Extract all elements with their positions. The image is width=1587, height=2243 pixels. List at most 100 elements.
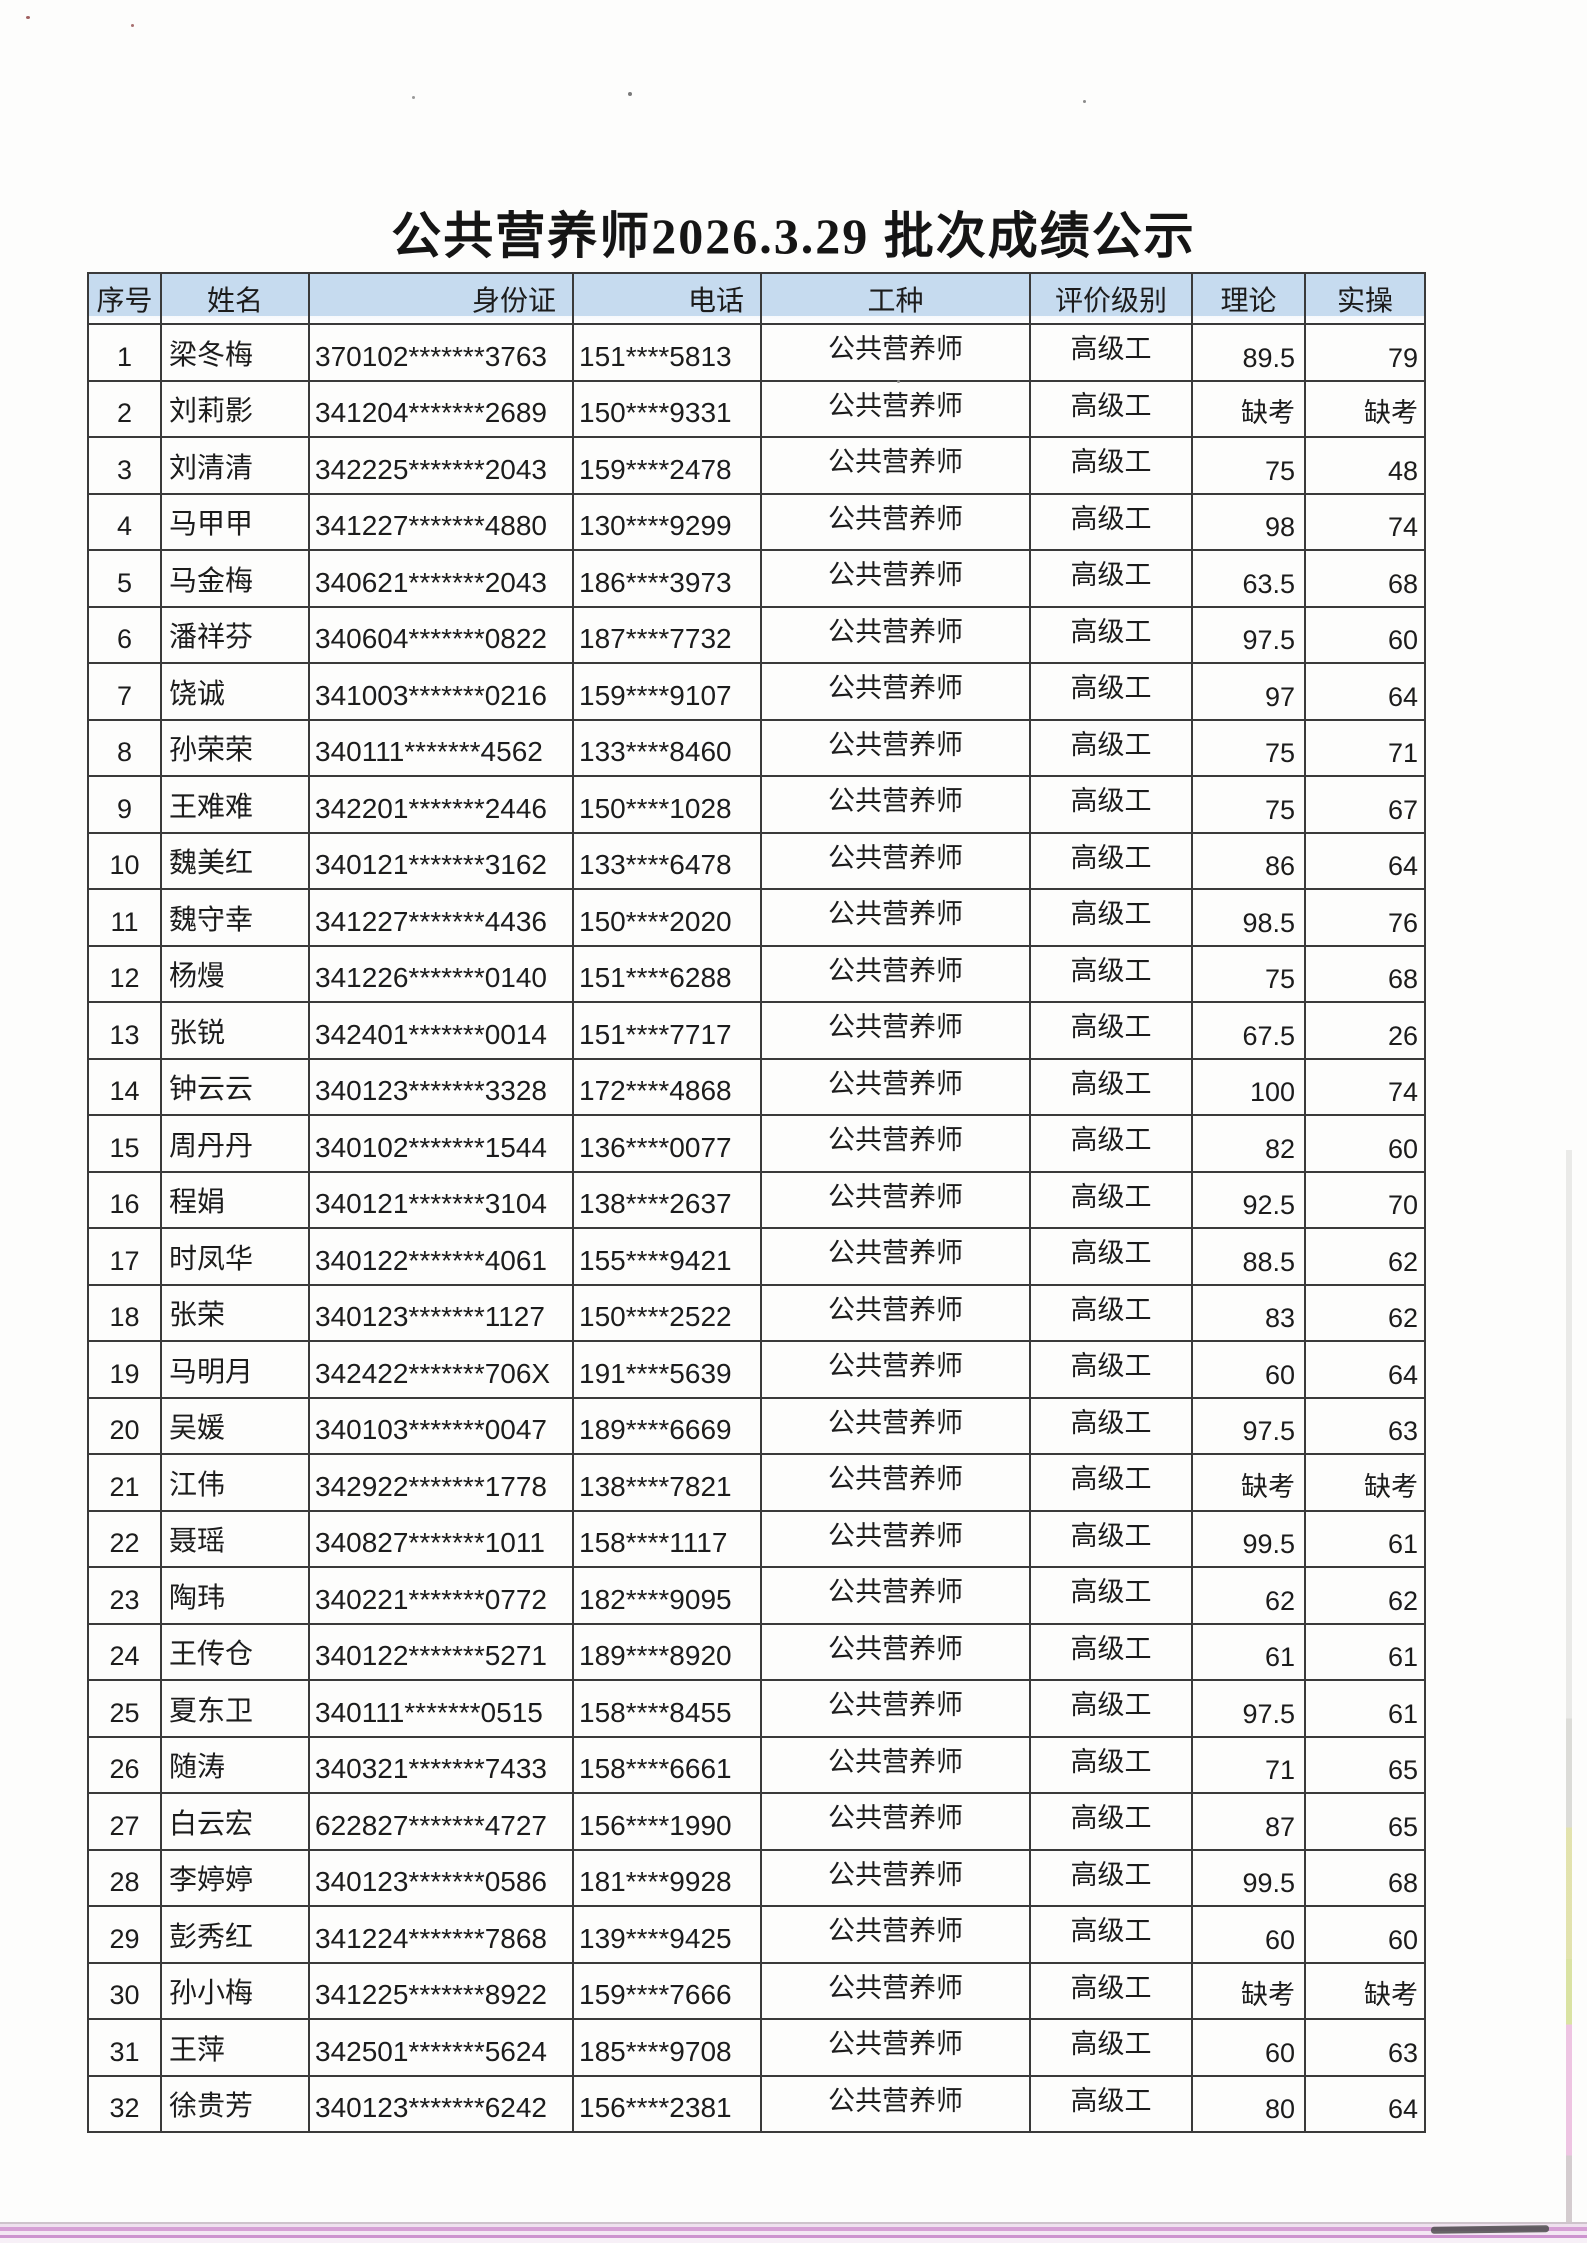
cell-level: 高级工 (1029, 775, 1193, 834)
cell-name: 王传仓 (160, 1622, 310, 1681)
cell-theory-score: 缺考 (1191, 1961, 1306, 2020)
cell-phone: 133****6478 (572, 831, 762, 890)
cell-theory-score: 63.5 (1191, 549, 1306, 608)
cell-index: 3 (87, 436, 162, 495)
cell-job-type: 公共营养师 (760, 1170, 1031, 1229)
cell-name: 江伟 (160, 1453, 310, 1512)
cell-phone: 187****7732 (572, 605, 762, 664)
cell-practice-score: 64 (1304, 1340, 1426, 1399)
cell-index: 22 (87, 1509, 162, 1568)
cell-practice-score: 缺考 (1304, 1453, 1426, 1512)
cell-level: 高级工 (1029, 492, 1193, 551)
cell-theory-score: 83 (1191, 1283, 1306, 1342)
cell-level: 高级工 (1029, 944, 1193, 1003)
table-row: 2 刘莉影 341204*******2689 150****9331 公共营养师 高级工… (87, 379, 1426, 438)
cell-name: 刘清清 (160, 436, 310, 495)
cell-name: 钟云云 (160, 1057, 310, 1116)
cell-id-card: 340122*******4061 (308, 1227, 574, 1286)
cell-level: 高级工 (1029, 1792, 1193, 1851)
cell-name: 随涛 (160, 1735, 310, 1794)
cell-name: 时凤华 (160, 1227, 310, 1286)
cell-id-card: 340221*******0772 (308, 1566, 574, 1625)
cell-job-type: 公共营养师 (760, 1961, 1031, 2020)
cell-theory-score: 100 (1191, 1057, 1306, 1116)
cell-index: 1 (87, 323, 162, 382)
table-row: 14 钟云云 340123*******3328 172****4868 公共营养师 高级… (87, 1057, 1426, 1116)
cell-level: 高级工 (1029, 1961, 1193, 2020)
cell-id-card: 340111*******4562 (308, 718, 574, 777)
cell-theory-score: 缺考 (1191, 379, 1306, 438)
cell-theory-score: 86 (1191, 831, 1306, 890)
cell-id-card: 342422*******706X (308, 1340, 574, 1399)
cell-id-card: 342201*******2446 (308, 775, 574, 834)
cell-practice-score: 26 (1304, 1001, 1426, 1060)
cell-practice-score: 70 (1304, 1170, 1426, 1229)
table-row: 21 江伟 342922*******1778 138****7821 公共营养师 高级工… (87, 1453, 1426, 1512)
cell-job-type: 公共营养师 (760, 605, 1031, 664)
cell-practice-score: 61 (1304, 1679, 1426, 1738)
cell-job-type: 公共营养师 (760, 1340, 1031, 1399)
cell-practice-score: 62 (1304, 1283, 1426, 1342)
scanner-bottom-band (0, 2222, 1587, 2243)
cell-level: 高级工 (1029, 1735, 1193, 1794)
cell-name: 吴媛 (160, 1396, 310, 1455)
cell-job-type: 公共营养师 (760, 1283, 1031, 1342)
cell-id-card: 342922*******1778 (308, 1453, 574, 1512)
cell-name: 马明月 (160, 1340, 310, 1399)
cell-index: 8 (87, 718, 162, 777)
cell-job-type: 公共营养师 (760, 1905, 1031, 1964)
cell-job-type: 公共营养师 (760, 549, 1031, 608)
cell-id-card: 340621*******2043 (308, 549, 574, 608)
cell-name: 饶诚 (160, 662, 310, 721)
cell-practice-score: 60 (1304, 1905, 1426, 1964)
cell-phone: 151****6288 (572, 944, 762, 1003)
cell-name: 夏东卫 (160, 1679, 310, 1738)
cell-theory-score: 97.5 (1191, 1679, 1306, 1738)
cell-id-card: 340111*******0515 (308, 1679, 574, 1738)
cell-level: 高级工 (1029, 1905, 1193, 1964)
cell-phone: 155****9421 (572, 1227, 762, 1286)
cell-id-card: 341227*******4436 (308, 888, 574, 947)
cell-id-card: 342401*******0014 (308, 1001, 574, 1060)
col-header-name: 姓名 (160, 272, 310, 325)
cell-phone: 191****5639 (572, 1340, 762, 1399)
cell-theory-score: 87 (1191, 1792, 1306, 1851)
cell-job-type: 公共营养师 (760, 2074, 1031, 2133)
table-row: 4 马甲甲 341227*******4880 130****9299 公共营养师 高级工… (87, 492, 1426, 551)
cell-phone: 138****7821 (572, 1453, 762, 1512)
cell-name: 马金梅 (160, 549, 310, 608)
cell-phone: 186****3973 (572, 549, 762, 608)
cell-index: 13 (87, 1001, 162, 1060)
cell-index: 15 (87, 1114, 162, 1173)
cell-job-type: 公共营养师 (760, 1001, 1031, 1060)
table-body: 1 梁冬梅 370102*******3763 151****5813 公共营养师 高级工… (87, 323, 1426, 2133)
cell-practice-score: 74 (1304, 1057, 1426, 1116)
col-header-phone: 电话 (572, 272, 762, 325)
cell-index: 14 (87, 1057, 162, 1116)
cell-phone: 139****9425 (572, 1905, 762, 1964)
cell-id-card: 340604*******0822 (308, 605, 574, 664)
cell-phone: 151****5813 (572, 323, 762, 382)
cell-id-card: 340123*******3328 (308, 1057, 574, 1116)
cell-name: 张荣 (160, 1283, 310, 1342)
cell-id-card: 341003*******0216 (308, 662, 574, 721)
cell-phone: 172****4868 (572, 1057, 762, 1116)
cell-job-type: 公共营养师 (760, 1396, 1031, 1455)
cell-phone: 133****8460 (572, 718, 762, 777)
cell-phone: 156****1990 (572, 1792, 762, 1851)
cell-level: 高级工 (1029, 1566, 1193, 1625)
scan-speck (26, 16, 30, 19)
cell-level: 高级工 (1029, 1227, 1193, 1286)
cell-id-card: 341204*******2689 (308, 379, 574, 438)
cell-job-type: 公共营养师 (760, 1453, 1031, 1512)
cell-name: 周丹丹 (160, 1114, 310, 1173)
cell-theory-score: 60 (1191, 1340, 1306, 1399)
cell-id-card: 341225*******8922 (308, 1961, 574, 2020)
table-row: 19 马明月 342422*******706X 191****5639 公共营养师 高级… (87, 1340, 1426, 1399)
table-row: 17 时凤华 340122*******4061 155****9421 公共营养师 高级… (87, 1227, 1426, 1286)
cell-phone: 151****7717 (572, 1001, 762, 1060)
cell-name: 魏美红 (160, 831, 310, 890)
table-row: 23 陶玮 340221*******0772 182****9095 公共营养师 高级工… (87, 1566, 1426, 1625)
cell-practice-score: 64 (1304, 662, 1426, 721)
cell-index: 4 (87, 492, 162, 551)
